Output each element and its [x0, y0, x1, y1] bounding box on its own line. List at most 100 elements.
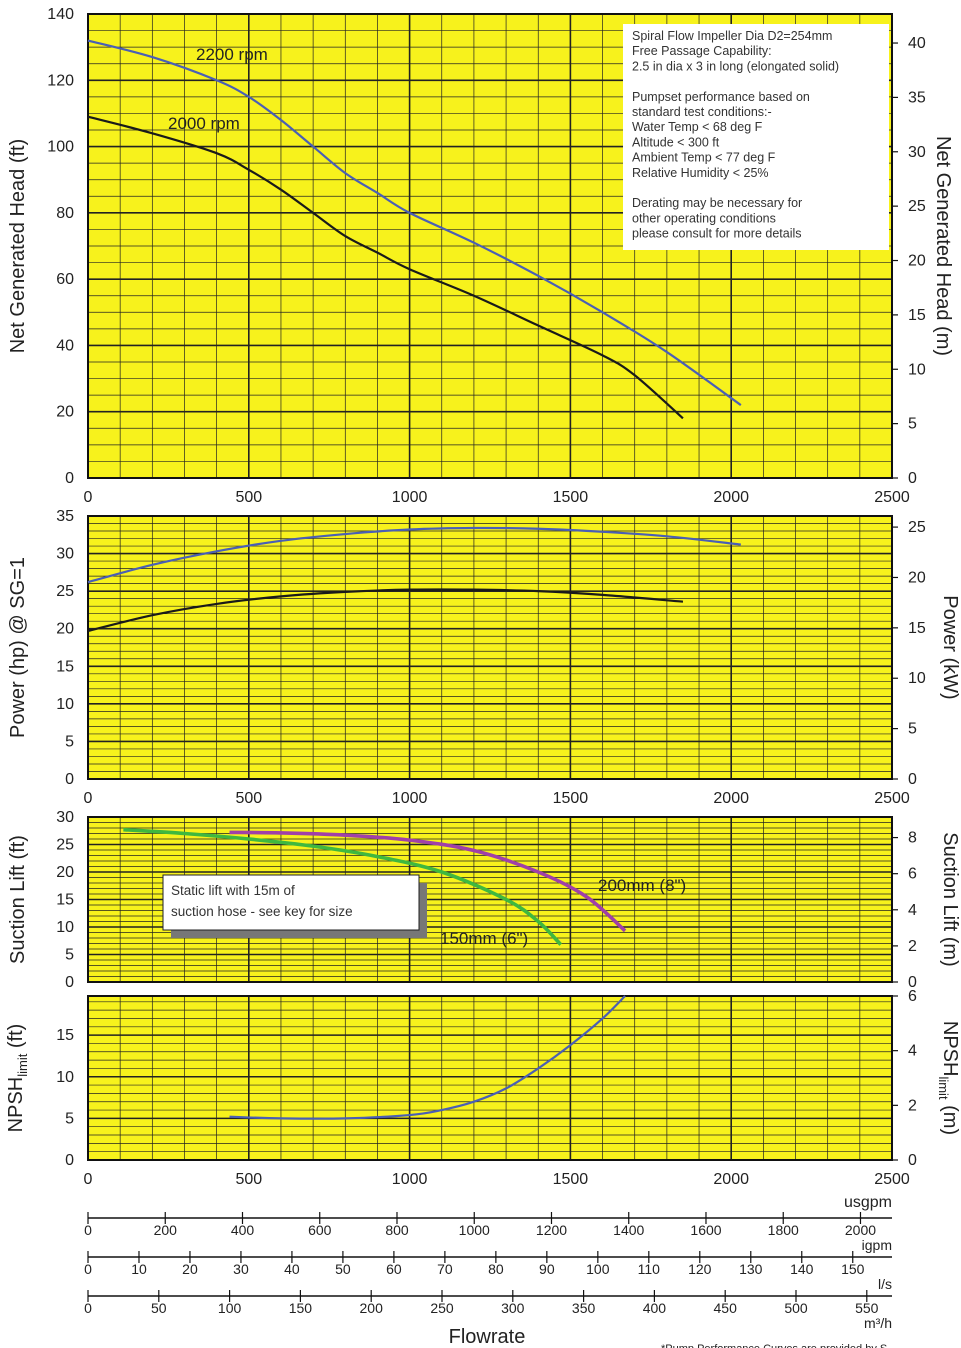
flow-scale-tick-label: 0: [84, 1222, 92, 1238]
npsh-y-tick-label: 5: [65, 1110, 74, 1127]
head-note-line: please consult for more details: [632, 227, 802, 241]
flow-scale-tick-label: 50: [151, 1300, 167, 1316]
head-x-tick-label: 2500: [874, 489, 910, 506]
head-x-tick-label: 1000: [392, 489, 428, 506]
head-y-tick-label: 0: [65, 470, 74, 487]
head-note-line: Water Temp < 68 deg F: [632, 120, 763, 134]
head-x-tick-label: 1500: [553, 489, 589, 506]
head-y2-tick-label: 0: [908, 470, 917, 487]
flow-scale-tick-label: 60: [386, 1261, 402, 1277]
head-note-line: Free Passage Capability:: [632, 44, 772, 58]
flow-scale-tick-label: 30: [233, 1261, 249, 1277]
flow-scale-tick-label: 100: [218, 1300, 242, 1316]
power-frame: [87, 515, 893, 780]
flow-scale-tick-label: 140: [790, 1261, 814, 1277]
power-x-tick-label: 1000: [392, 790, 428, 807]
head-note-line: Pumpset performance based on: [632, 90, 810, 104]
flow-scale-tick-label: 0: [84, 1300, 92, 1316]
flow-scale-tick-label: 50: [335, 1261, 351, 1277]
suction-series-1-line: [123, 827, 563, 946]
flow-scale-tick-label: 450: [714, 1300, 738, 1316]
power-x-tick-label: 2000: [713, 790, 749, 807]
power-x-tick-label: 1500: [553, 790, 589, 807]
head-y-tick-label: 120: [47, 72, 74, 89]
head-y2-tick-label: 15: [908, 307, 926, 324]
head-note-line: Derating may be necessary for: [632, 196, 802, 210]
suction-y2-tick-label: 0: [908, 974, 917, 991]
npsh-minor-grid: [87, 996, 893, 1161]
power-y2-tick-label: 10: [908, 670, 926, 687]
power-y2-tick-label: 25: [908, 519, 926, 536]
npsh-y2-axis-title-sub: limit: [936, 1076, 951, 1099]
head-note-line: Relative Humidity < 25%: [632, 166, 769, 180]
flow-scale-tick-label: 800: [385, 1222, 409, 1238]
flow-scale-tick-label: 1400: [613, 1222, 644, 1238]
head-y2-tick-label: 20: [908, 253, 926, 270]
suction-note-box: [162, 874, 420, 931]
suction-y-tick-label: 5: [65, 947, 74, 964]
npsh-y2-tick-label: 6: [908, 988, 917, 1005]
suction-series-1-label: 150mm (6"): [440, 929, 528, 948]
head-y-tick-label: 140: [47, 6, 74, 23]
head-note-line: other operating conditions: [632, 211, 776, 225]
flow-scale-tick-label: 350: [572, 1300, 596, 1316]
flow-scale-1: 0 10 20 30 40 50 60 70 80 90 100 110 120 130 140 150 l/s: [84, 1251, 892, 1292]
suction-note-line: Static lift with 15m of: [171, 883, 295, 898]
power-y-tick-label: 0: [65, 771, 74, 788]
head-y-tick-label: 40: [56, 337, 74, 354]
npsh-y2-axis-title-unit: (m): [939, 1100, 961, 1136]
head-note-line: 2.5 in dia x 3 in long (elongated solid): [632, 59, 839, 73]
power-y2-axis-title: Power (kW): [939, 595, 961, 699]
head-y2-tick-label: 10: [908, 361, 926, 378]
flow-scale-tick-label: 400: [643, 1300, 667, 1316]
flow-scale-tick-label: 2000: [845, 1222, 876, 1238]
flow-scale-tick-label: 400: [231, 1222, 255, 1238]
suction-y2-tick-label: 6: [908, 866, 917, 883]
head-x-tick-label: 0: [84, 489, 93, 506]
power-y2-tick-label: 15: [908, 620, 926, 637]
head-y-tick-label: 80: [56, 205, 74, 222]
head-y2-tick-label: 35: [908, 89, 926, 106]
npsh-x-tick-label: 1500: [553, 1171, 589, 1188]
head-series-0-label: 2200 rpm: [196, 45, 268, 64]
power-y-tick-label: 35: [56, 508, 74, 525]
suction-y2-axis-title: Suction Lift (m): [939, 832, 961, 966]
flow-scale-tick-label: 130: [739, 1261, 763, 1277]
flow-scale-tick-label: 200: [360, 1300, 384, 1316]
suction-y-tick-label: 15: [56, 892, 74, 909]
flow-scale-unit: m³/h: [864, 1315, 892, 1331]
suction-y2-tick-label: 2: [908, 938, 917, 955]
npsh-x-tick-label: 1000: [392, 1171, 428, 1188]
power-y-tick-label: 30: [56, 546, 74, 563]
flow-scale-tick-label: 550: [855, 1300, 879, 1316]
power-y-tick-label: 25: [56, 583, 74, 600]
head-y2-tick-label: 25: [908, 198, 926, 215]
head-y-tick-label: 60: [56, 271, 74, 288]
head-note-line: Altitude < 300 ft: [632, 135, 720, 149]
suction-y-tick-label: 20: [56, 864, 74, 881]
npsh-y2-axis-title-main: NPSH: [939, 1021, 961, 1077]
head-y2-axis-title: Net Generated Head (m): [932, 136, 954, 356]
head-note-line: standard test conditions:-: [632, 105, 772, 119]
head-y-axis-title: Net Generated Head (ft): [7, 139, 29, 354]
npsh-x-tick-label: 2000: [713, 1171, 749, 1188]
npsh-y-tick-label: 15: [56, 1027, 74, 1044]
power-y-tick-label: 15: [56, 658, 74, 675]
footer-note: *Pump Performance Curves are provided by…: [661, 1343, 887, 1348]
flow-scale-unit: l/s: [878, 1276, 892, 1292]
npsh-y-tick-label: 10: [56, 1069, 74, 1086]
power-y2-tick-label: 0: [908, 771, 917, 788]
npsh-y-axis-title: NPSHlimit (ft): [5, 1024, 30, 1133]
flow-scale-tick-label: 1200: [536, 1222, 567, 1238]
head-panel: 0 20 40 60 80 100 120 140 0 5 10 15 20 25 30 35 40 0 500 10…: [47, 6, 926, 506]
flow-scale-tick-label: 0: [84, 1261, 92, 1277]
npsh-y-tick-label: 0: [65, 1152, 74, 1169]
flow-scale-tick-label: 1600: [690, 1222, 721, 1238]
flow-scale-tick-label: 1000: [459, 1222, 490, 1238]
suction-y-axis-title: Suction Lift (ft): [7, 835, 29, 964]
flow-scale-tick-label: 1800: [768, 1222, 799, 1238]
npsh-panel: 0 5 10 15 0 2 4 6 0 500 1000 1500 2000 2500: [56, 988, 917, 1188]
npsh-y-axis-title-sub: limit: [15, 1053, 30, 1076]
